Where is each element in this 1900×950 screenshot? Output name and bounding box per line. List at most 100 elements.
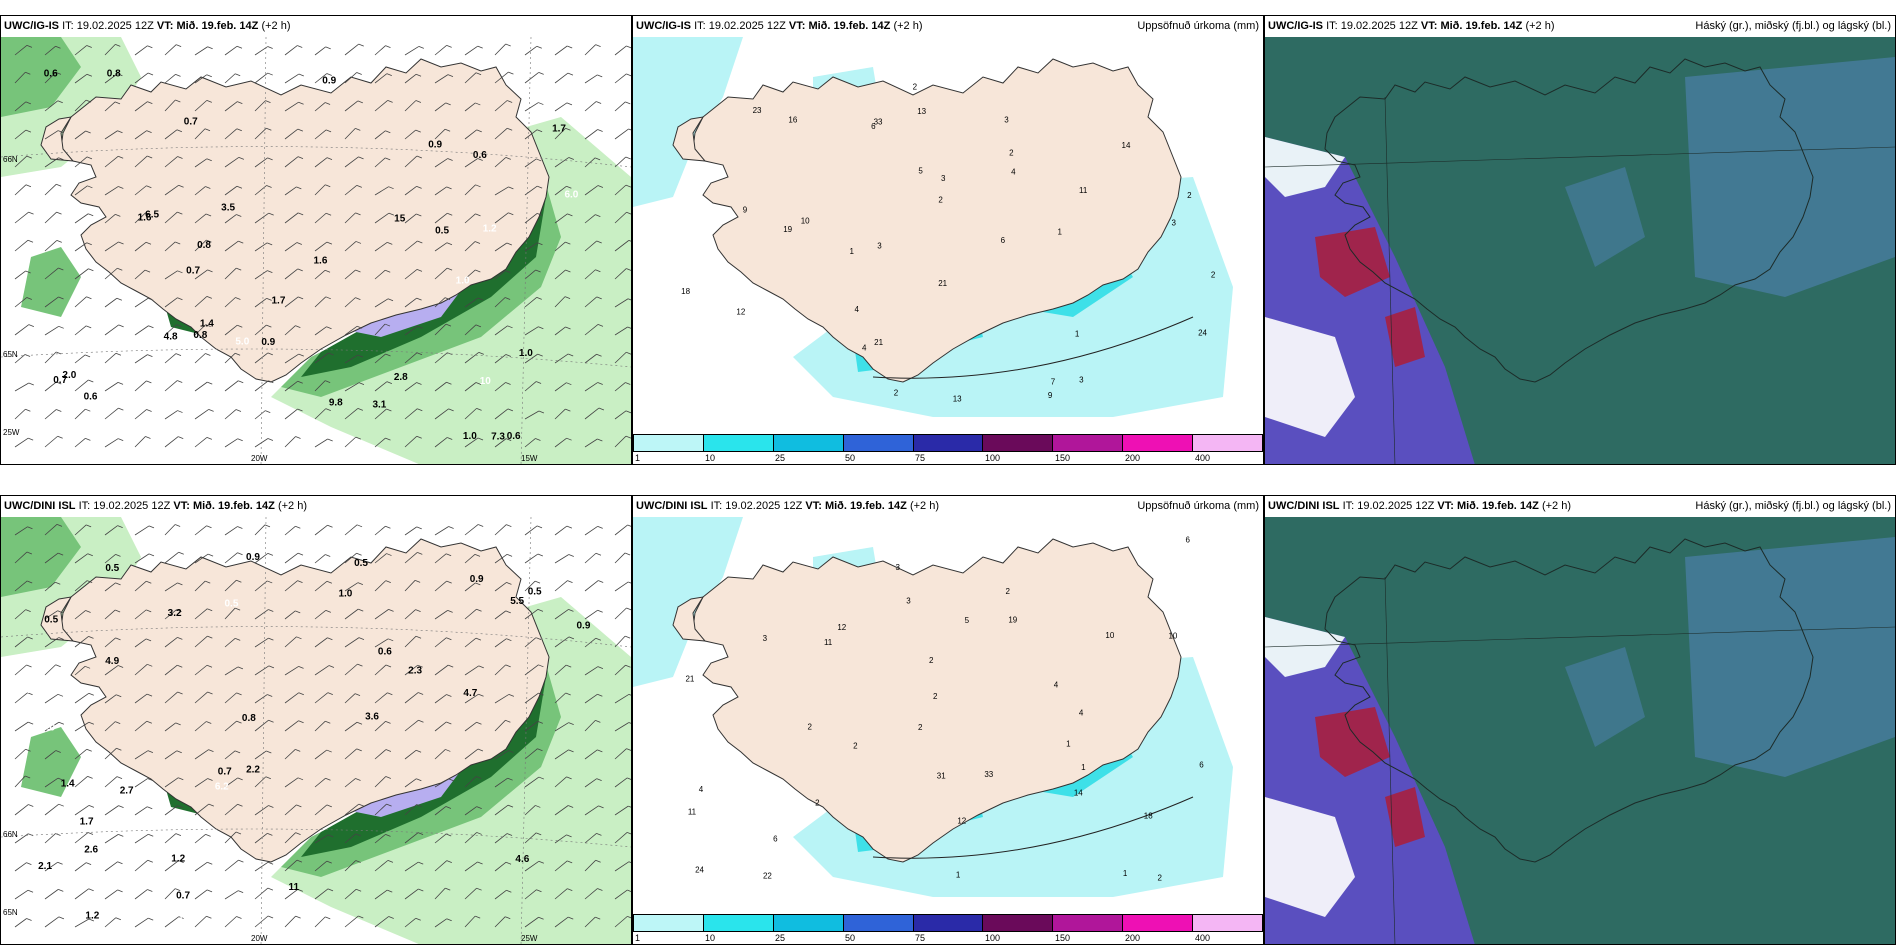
wind-barb-flag [205,186,211,189]
wind-barb-flag [114,609,121,613]
wind-barb [224,438,238,448]
wind-barb-flag [565,326,571,330]
wind-barb [44,552,59,564]
wind-barb [74,862,87,872]
wind-barb-flag [26,862,32,866]
colorbar-swatch [843,435,914,451]
wind-barb [74,721,90,732]
colorbar-tick-label: 1 [635,933,641,943]
wind-barb-flag [507,127,513,131]
wind-barb [254,915,269,928]
wind-barb-flag [177,156,183,159]
wind-barb [314,73,328,84]
wind-barb [14,211,29,224]
wind-barb [614,298,629,308]
wind-barb [284,128,299,140]
wind-barb-flag [268,380,274,384]
wind-barb-flag [174,524,181,527]
wind-barb-flag [597,609,603,613]
high-cloud-area [1685,57,1895,297]
wind-barb-flag [297,45,303,48]
wind-barb-flag [115,637,121,641]
wind-barb-flag [26,664,32,668]
wind-barb [134,354,148,364]
wind-barb-flag [538,102,544,105]
wind-barb-flag [536,525,543,529]
colorbar-swatch [703,915,774,931]
precip-value-label: 0.5 [354,558,368,569]
wind-barb-flag [447,212,453,216]
map-cloud-cover[interactable] [1265,517,1895,944]
wind-barb [104,438,119,448]
colorbar-swatch [703,435,774,451]
wind-barb-flag [325,916,331,920]
wind-barb-flag [538,860,544,864]
wind-barb [284,268,298,280]
wind-barb [434,721,447,732]
wind-barb-flag [148,553,155,557]
wind-barb-flag [536,129,543,133]
wind-barb [104,889,118,900]
wind-barb-flag [446,721,452,725]
wind-barb [314,916,326,928]
accum-value-label: 2 [1157,873,1162,882]
wind-barb [464,887,477,900]
wind-barb-flag [447,158,453,161]
wind-barb-flag [475,102,481,106]
map-accumulated-precip[interactable]: 2 2 1 1 4 2 2 2 1 2 3 3 2 6 18 14 12 6 6 10 12 19 21 22 11 24 31 33… [633,517,1263,944]
accum-value-label: 7 [1051,378,1056,387]
accum-value-label: 2 [933,692,938,701]
wind-barb-flag [26,551,33,555]
wind-barb-flag [56,381,62,385]
map-precip-wind[interactable]: 20W 15W 25W 65N 66N 1.7 1.6 0.8 1.0 0.6 0.7 0.9 0.7 0… [1,37,631,464]
wind-barb [584,101,597,112]
wind-barb [554,692,566,704]
wind-barb-flag [628,128,631,131]
wind-barb [74,692,90,704]
wind-barb-flag [535,805,541,808]
wind-barb-flag [88,918,95,922]
wind-barb [314,46,326,56]
wind-barb [464,861,478,872]
wind-barb [314,380,326,392]
wind-barb [284,666,299,676]
wind-barb-flag [268,805,274,808]
wind-barb [164,380,178,392]
wind-barb [524,129,538,140]
wind-barb [434,833,447,844]
accum-value-label: 3 [1004,116,1009,125]
wind-barb-flag [28,382,34,386]
wind-barb [554,776,567,788]
wind-barb [74,553,89,564]
map-precip-wind[interactable]: 20W 25W 65N 66N 1.0 0.5 0.9 0.5 0.7 0.5 0.5 0.8 0.6 3… [1,517,631,944]
map-cloud-cover[interactable] [1265,37,1895,464]
wind-barb [254,185,267,196]
wind-barb-flag [355,297,361,301]
wind-barb [524,721,539,732]
map-accumulated-precip[interactable]: 4 3 3 2 1 1 2 3 2 1 2 6 4 13 6 3 9 12 18 21 19 16 21 24 13 14 9 10 7… [633,37,1263,464]
wind-barb-flag [177,691,183,695]
wind-barb [194,100,208,112]
iceland-outline [1324,58,1814,383]
wind-barb-flag [236,692,242,696]
wind-barb [14,664,27,676]
wind-barb-flag [177,211,183,215]
wind-barb-flag [506,438,512,442]
wind-barb [134,750,149,760]
wind-barb-flag [385,749,392,752]
wind-barb-flag [55,45,61,49]
accum-value-label: 1 [1066,740,1071,749]
wind-barb-flag [446,186,452,190]
precip-value-label: 1.0 [338,589,352,600]
wind-barb-flag [177,270,183,274]
wind-barb-flag [297,268,303,272]
wind-barb [284,526,296,536]
wind-barb-flag [505,610,511,614]
wind-barb-flag [355,436,361,440]
accum-value-label: 2 [894,388,899,397]
wind-barb [254,352,269,364]
wind-barb-flag [85,437,91,441]
wind-barb-flag [356,72,362,75]
wind-barb-flag [595,720,601,723]
